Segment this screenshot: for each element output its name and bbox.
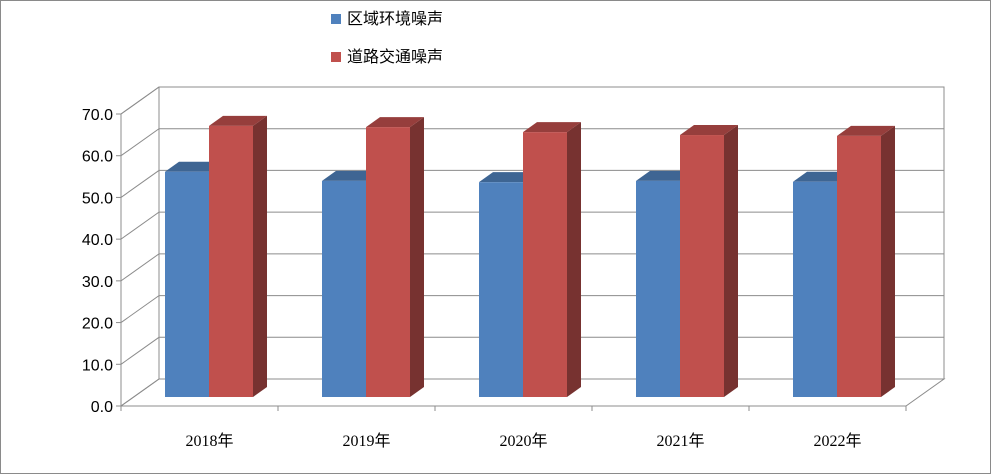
bar-front <box>322 180 366 397</box>
y-tick-label: 0.0 <box>91 399 113 416</box>
gridline <box>120 128 944 157</box>
y-axis: 0.0 10.0 20.0 30.0 40.0 50.0 60.0 70.0 <box>82 107 121 416</box>
bar-side <box>410 117 424 397</box>
bar-top <box>793 171 851 182</box>
bar-side <box>881 125 895 398</box>
x-tick-label: 2020年 <box>499 432 547 450</box>
bar-front <box>165 171 209 397</box>
legend-swatch <box>331 52 341 62</box>
bar-side <box>724 125 738 397</box>
bar-front <box>523 132 567 397</box>
bar-top <box>636 170 694 181</box>
bar-top <box>209 115 267 126</box>
bar-top <box>165 161 223 172</box>
y-tick-label: 70.0 <box>82 107 113 124</box>
bar-top <box>366 117 424 128</box>
x-axis: 2018年 2019年 2020年 2021年 2022年 <box>120 406 907 450</box>
y-tick-label: 50.0 <box>82 190 113 207</box>
bar-side <box>567 122 581 397</box>
bar-front <box>793 181 837 397</box>
bar-top <box>680 125 738 136</box>
bars <box>165 115 895 398</box>
bar-traffic <box>523 122 581 397</box>
bar-traffic <box>366 117 424 397</box>
bar-traffic <box>680 125 738 397</box>
bar-top <box>322 170 380 181</box>
legend-swatch <box>331 14 341 24</box>
bar-front <box>366 127 410 397</box>
legend-label: 区域环境噪声 <box>347 9 443 28</box>
y-tick-label: 10.0 <box>82 357 113 374</box>
y-tick-label: 60.0 <box>82 149 113 166</box>
bar-traffic <box>837 125 895 398</box>
bar-front <box>680 135 724 397</box>
x-tick-label: 2022年 <box>813 432 861 450</box>
bar-top <box>479 172 537 183</box>
y-tick-label: 20.0 <box>82 316 113 333</box>
x-tick-label: 2021年 <box>656 432 704 450</box>
y-tick-label: 40.0 <box>82 232 113 249</box>
bar-top <box>837 125 895 136</box>
bar-side <box>253 115 267 397</box>
bar-front <box>837 135 881 397</box>
bar-front <box>209 125 253 397</box>
x-tick-label: 2018年 <box>185 432 233 450</box>
y-tick-label: 30.0 <box>82 274 113 291</box>
bar-traffic <box>209 115 267 397</box>
x-tick-label: 2019年 <box>342 432 390 450</box>
gridline <box>120 86 944 115</box>
bar-front <box>636 180 680 397</box>
bar-front <box>479 182 523 397</box>
legend-label: 道路交通噪声 <box>347 47 443 66</box>
bar-top <box>523 122 581 133</box>
